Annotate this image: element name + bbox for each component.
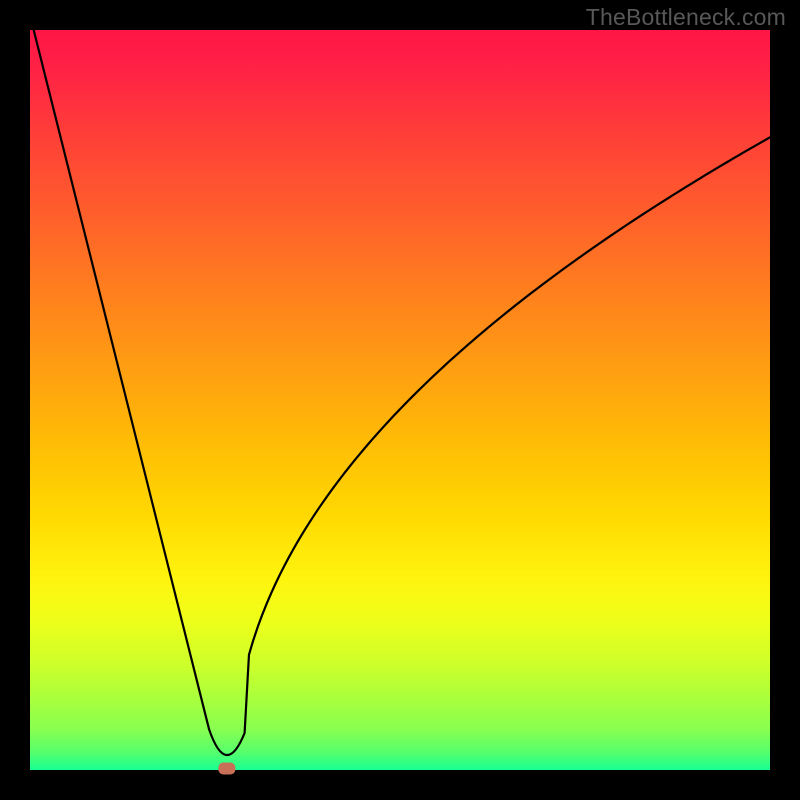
chart-svg: [0, 0, 800, 800]
chart-root: TheBottleneck.com: [0, 0, 800, 800]
minimum-marker: [218, 763, 235, 775]
plot-background: [30, 30, 770, 770]
